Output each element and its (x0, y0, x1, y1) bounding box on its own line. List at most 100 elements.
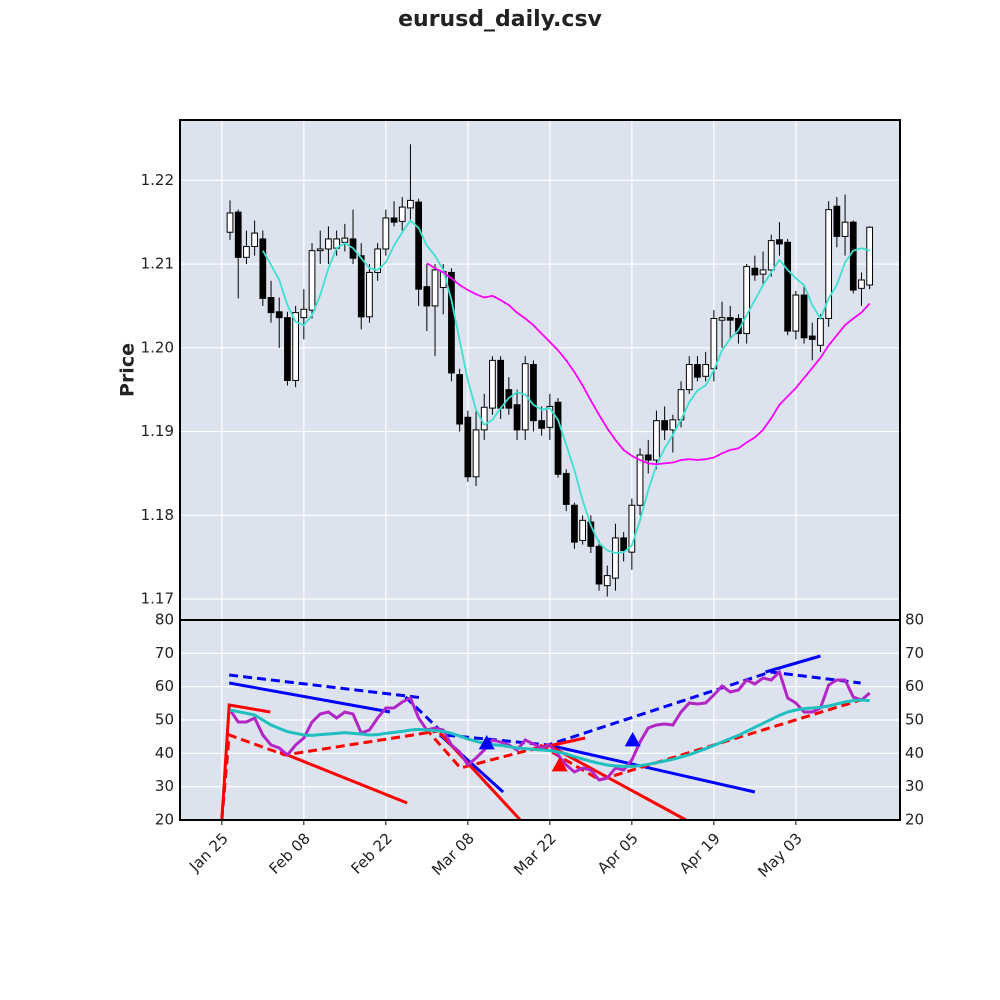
candle-body (743, 266, 751, 335)
candle-body (390, 217, 398, 223)
candle-body (587, 521, 595, 547)
candle-body (267, 297, 275, 314)
trendline (220, 728, 446, 820)
candle-body (767, 240, 775, 271)
candle-body (456, 374, 464, 425)
candle-body (226, 212, 234, 233)
candle-body (702, 364, 710, 377)
candle-body (858, 279, 865, 289)
y2-tick-label: 40 (905, 744, 924, 762)
candle-body (284, 317, 291, 381)
candle-body (448, 271, 455, 374)
candle-body (685, 364, 693, 391)
candle-body (669, 419, 677, 431)
candle-body (259, 238, 267, 299)
candle-body (300, 308, 308, 319)
candle-body (521, 363, 529, 431)
trendline (220, 703, 271, 820)
chart-title: eurusd_daily.csv (398, 7, 602, 32)
y2-tick-label: 20 (905, 811, 924, 829)
trendline (765, 654, 821, 674)
trendline (547, 743, 756, 794)
candle-body (628, 504, 636, 553)
candle-body (341, 237, 349, 243)
candle-body (554, 401, 562, 475)
candle-body (357, 255, 365, 318)
y-tick-label: 70 (155, 644, 174, 662)
trendline (424, 727, 549, 770)
candle-body (726, 317, 734, 321)
candle-body (710, 317, 718, 370)
candle-body (407, 199, 414, 209)
candle-body (366, 271, 373, 318)
candle-body (661, 420, 669, 431)
y-tick-label: 1.19 (141, 422, 174, 440)
candle-body (595, 545, 603, 585)
candle-body (316, 248, 324, 252)
y-tick-label: 30 (155, 777, 174, 795)
y-tick-label: 50 (155, 711, 174, 729)
trendline (228, 681, 391, 714)
candle-body (530, 364, 537, 422)
y-tick-label: 40 (155, 744, 174, 762)
candle-body (579, 519, 587, 541)
trendline (279, 750, 408, 805)
candle-body (382, 217, 390, 250)
candle-body (825, 209, 833, 319)
candle-body (497, 359, 505, 409)
x-tick-label: May 03 (754, 829, 806, 881)
candle-body (251, 232, 258, 247)
y2-tick-label: 30 (905, 777, 924, 795)
y2-tick-label: 70 (905, 644, 924, 662)
y-tick-label: 1.22 (141, 171, 174, 189)
y-tick-label: 20 (155, 811, 174, 829)
y-tick-label: 1.21 (141, 255, 174, 273)
indicator-line (228, 669, 871, 782)
candle-body (538, 420, 546, 429)
y-tick-label: 1.18 (141, 506, 174, 524)
candle-body (374, 248, 382, 273)
candle-body (571, 504, 578, 543)
candle-body (694, 364, 701, 378)
candle-body (866, 226, 874, 286)
x-tick-label: Apr 05 (594, 829, 642, 877)
candle-body (513, 404, 521, 431)
trendline (547, 743, 687, 820)
candle-body (423, 286, 431, 307)
y-axis-label: Price (117, 343, 139, 397)
candle-body (808, 335, 816, 340)
candle-body (833, 205, 841, 237)
candle-body (620, 537, 628, 551)
candle-body (759, 269, 767, 275)
panel (180, 120, 900, 620)
candle-body (398, 206, 406, 222)
trendline (229, 673, 424, 700)
x-tick-label: Mar 08 (428, 829, 478, 879)
y2-tick-label: 60 (905, 677, 924, 695)
candle-body (653, 420, 660, 461)
candle-body (415, 201, 423, 290)
candle-body (800, 294, 808, 339)
y-tick-label: 60 (155, 677, 174, 695)
y-tick-label: 1.17 (141, 590, 174, 608)
x-tick-label: Jan 25 (185, 829, 232, 876)
candle-body (612, 537, 619, 579)
candle-body (431, 269, 439, 307)
candle-body (464, 416, 472, 478)
candle-body (546, 405, 554, 428)
candle-body (325, 238, 332, 250)
candle-body (636, 454, 644, 506)
candle-body (562, 472, 570, 505)
signal-marker (551, 757, 568, 772)
candle-body (841, 221, 849, 237)
signal-marker (624, 732, 641, 747)
signal-marker (478, 735, 495, 750)
y-tick-label: 80 (155, 611, 174, 629)
candle-body (751, 267, 759, 276)
x-tick-label: Apr 19 (676, 829, 724, 877)
candle-body (718, 317, 726, 321)
candle-body (776, 239, 783, 245)
candle-body (792, 294, 800, 332)
indicator-line (229, 698, 870, 768)
